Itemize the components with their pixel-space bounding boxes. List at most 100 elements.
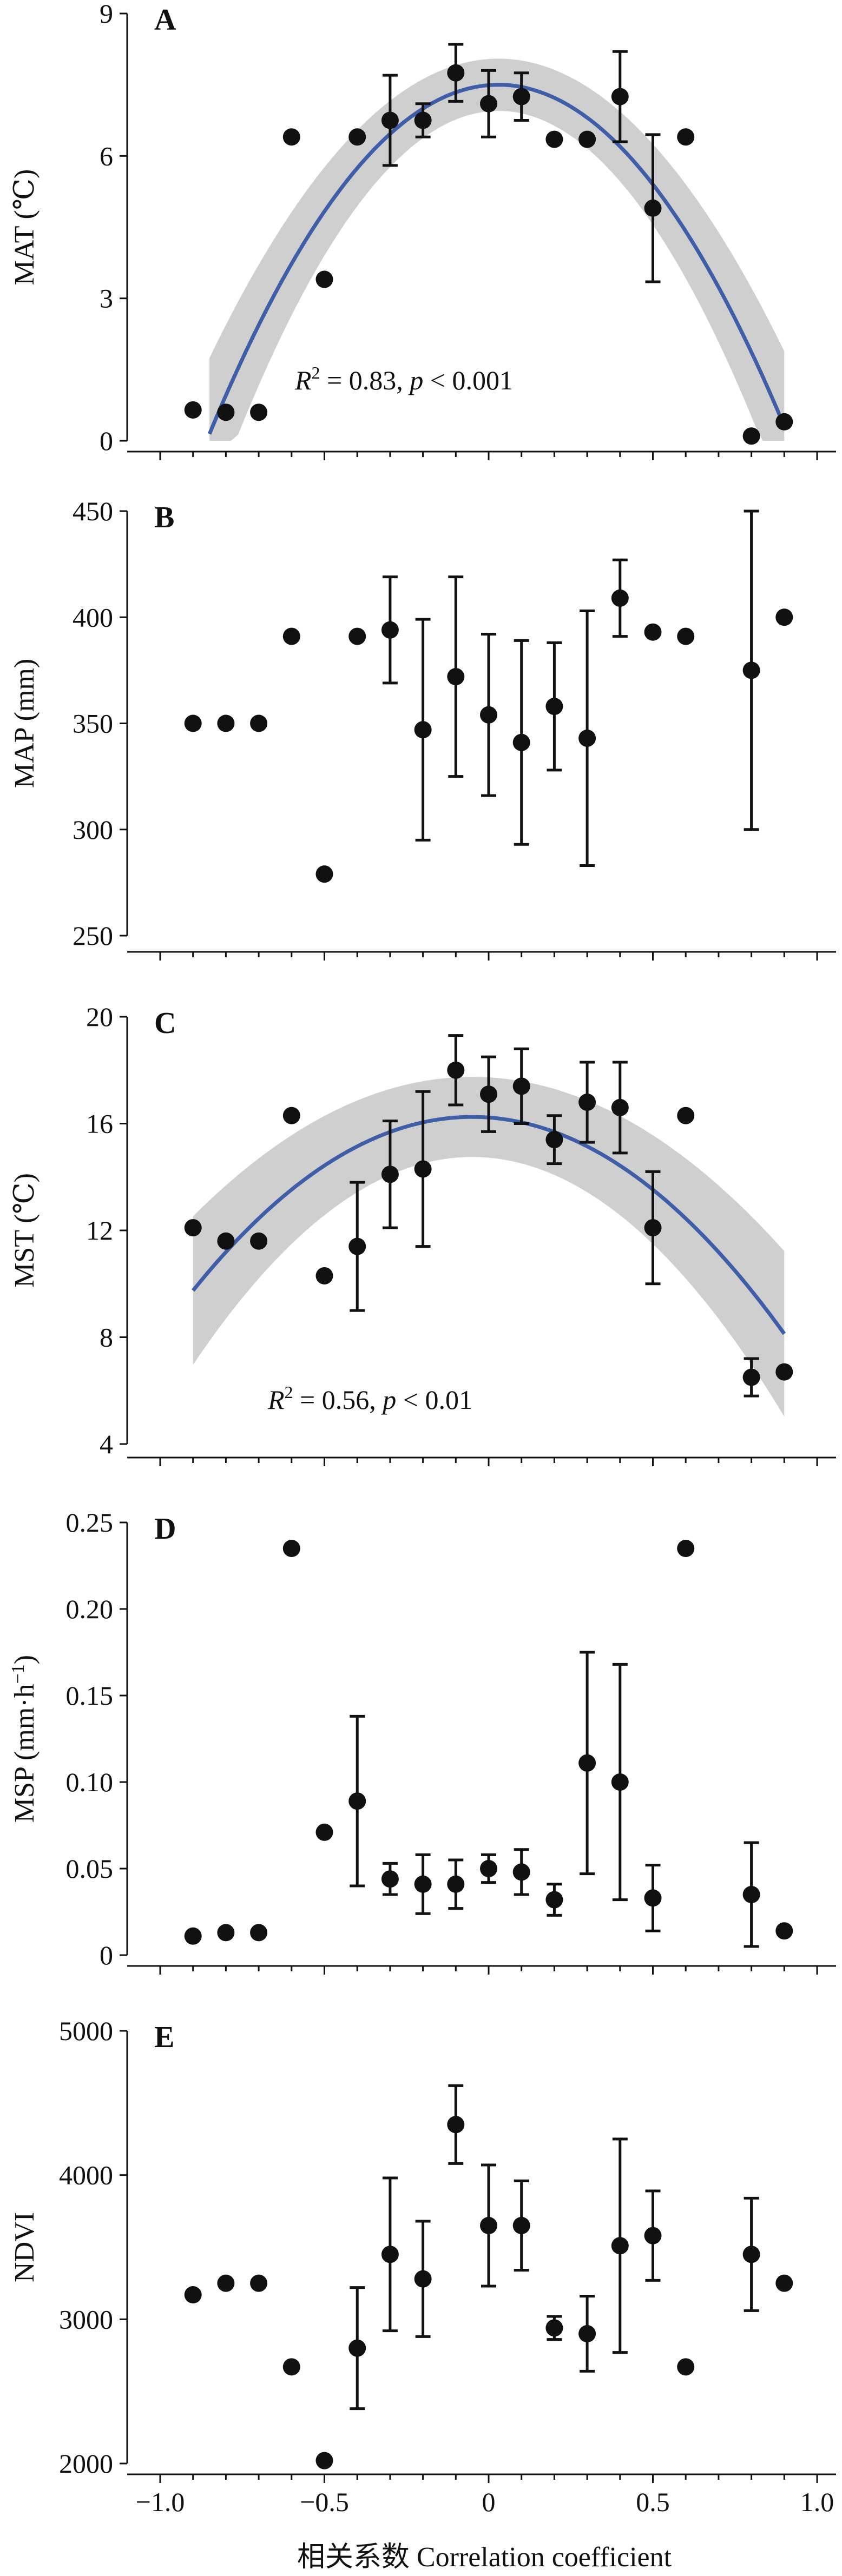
y-tick-label-d: 0.05 — [66, 1853, 114, 1884]
data-point-b — [447, 668, 465, 686]
y-tick-label-a: 9 — [100, 0, 113, 29]
data-point-c — [611, 1098, 629, 1116]
data-point-c — [447, 1061, 465, 1079]
y-tick-label-e: 2000 — [59, 2448, 113, 2479]
data-point-d — [775, 1922, 793, 1940]
panel-letter-e: E — [154, 2021, 174, 2054]
data-point-c — [184, 1219, 202, 1237]
y-tick-label-d: 0.20 — [66, 1594, 114, 1624]
data-point-e — [578, 2325, 596, 2342]
data-point-c — [315, 1267, 333, 1284]
y-tick-label-b: 350 — [73, 708, 113, 739]
data-point-d — [512, 1863, 530, 1881]
data-point-a — [184, 401, 202, 419]
y-tick-label-c: 20 — [86, 1002, 113, 1032]
data-point-d — [578, 1754, 596, 1772]
fit-annotation-c: R2 = 0.56, p < 0.01 — [267, 1382, 472, 1415]
panel-e: 2000 3000 4000 5000 −1.0 −0.5 0 0.5 1.0 E NDVI — [9, 2016, 836, 2517]
data-point-d — [414, 1875, 432, 1893]
data-point-d — [742, 1886, 760, 1903]
y-tick-label-d: 0.10 — [66, 1767, 114, 1797]
y-tick-label-b: 300 — [73, 814, 113, 845]
y-tick-label-d: 0 — [100, 1940, 113, 1970]
data-point-e — [512, 2217, 530, 2234]
data-point-b — [512, 733, 530, 751]
data-point-d — [282, 1540, 300, 1557]
y-tick-label-b: 450 — [73, 496, 113, 526]
y-axis-title-d: MSP (mm·h−1) — [8, 1655, 40, 1823]
data-point-c — [677, 1107, 695, 1124]
y-tick-label-c: 16 — [86, 1109, 113, 1139]
y-tick-label-e: 3000 — [59, 2304, 113, 2334]
data-point-a — [644, 199, 662, 217]
y-axis-title-c: MST (℃) — [9, 1173, 40, 1288]
y-tick-label-e: 4000 — [59, 2160, 113, 2190]
data-point-a — [315, 270, 333, 288]
data-point-a — [545, 130, 563, 148]
data-point-c — [282, 1107, 300, 1124]
data-point-b — [545, 698, 563, 716]
y-axis-title-a: MAT (℃) — [9, 169, 40, 286]
data-point-c — [545, 1131, 563, 1149]
panel-letter-b: B — [154, 501, 174, 534]
data-point-e — [775, 2274, 793, 2292]
y-tick-label-c: 12 — [86, 1215, 113, 1246]
data-point-b — [282, 627, 300, 645]
data-point-a — [217, 403, 235, 421]
y-axis-title-e: NDVI — [9, 2212, 40, 2282]
data-point-d — [184, 1927, 202, 1945]
data-point-b — [480, 706, 497, 724]
data-point-a — [414, 111, 432, 129]
panels: 0 3 6 9 A MAT (℃) R2 = 0.83, p < 0.001 250 300 35… — [8, 0, 836, 2517]
x-tick-label: 0 — [482, 2487, 496, 2517]
data-point-e — [348, 2339, 366, 2357]
data-point-e — [217, 2274, 235, 2292]
data-point-e — [480, 2217, 497, 2234]
y-tick-label-a: 3 — [100, 283, 113, 314]
data-point-e — [184, 2286, 202, 2303]
data-point-c — [512, 1077, 530, 1095]
data-point-c — [644, 1219, 662, 1237]
data-point-d — [348, 1792, 366, 1810]
data-point-e — [315, 2452, 333, 2469]
data-point-e — [250, 2274, 268, 2292]
data-point-d — [677, 1540, 695, 1557]
y-tick-label-e: 5000 — [59, 2016, 113, 2046]
data-point-b — [315, 865, 333, 883]
data-point-c — [578, 1094, 596, 1111]
y-tick-label-d: 0.25 — [66, 1507, 114, 1538]
panel-letter-a: A — [154, 3, 176, 37]
data-point-c — [381, 1166, 399, 1183]
data-point-d — [381, 1870, 399, 1888]
data-point-a — [282, 128, 300, 146]
confidence-band-c — [193, 1077, 785, 1417]
data-point-d — [315, 1823, 333, 1841]
data-point-e — [611, 2237, 629, 2255]
data-point-b — [742, 661, 760, 679]
fit-line-a — [207, 83, 786, 435]
y-tick-label-b: 400 — [73, 602, 113, 632]
x-axis-label: 相关系数 Correlation coefficient — [297, 2542, 672, 2573]
data-point-e — [545, 2319, 563, 2337]
data-point-a — [578, 130, 596, 148]
data-point-b — [250, 714, 268, 732]
panel-d: 0 0.05 0.10 0.15 0.20 0.25 D MSP (mm·h−1) — [8, 1507, 836, 1975]
data-point-c — [775, 1363, 793, 1381]
data-point-a — [677, 128, 695, 146]
data-point-b — [414, 721, 432, 739]
data-point-e — [381, 2246, 399, 2263]
y-tick-label-b: 250 — [73, 921, 113, 951]
data-point-b — [677, 627, 695, 645]
data-point-a — [742, 427, 760, 445]
data-point-d — [447, 1875, 465, 1893]
data-point-e — [644, 2227, 662, 2244]
fit-annotation-a: R2 = 0.83, p < 0.001 — [294, 363, 513, 395]
data-point-d — [545, 1891, 563, 1909]
data-point-a — [775, 413, 793, 431]
y-tick-label-a: 0 — [100, 426, 113, 456]
x-tick-label: 0.5 — [636, 2487, 670, 2517]
confidence-band-a — [209, 58, 785, 441]
data-point-e — [677, 2358, 695, 2376]
data-point-d — [250, 1924, 268, 1942]
